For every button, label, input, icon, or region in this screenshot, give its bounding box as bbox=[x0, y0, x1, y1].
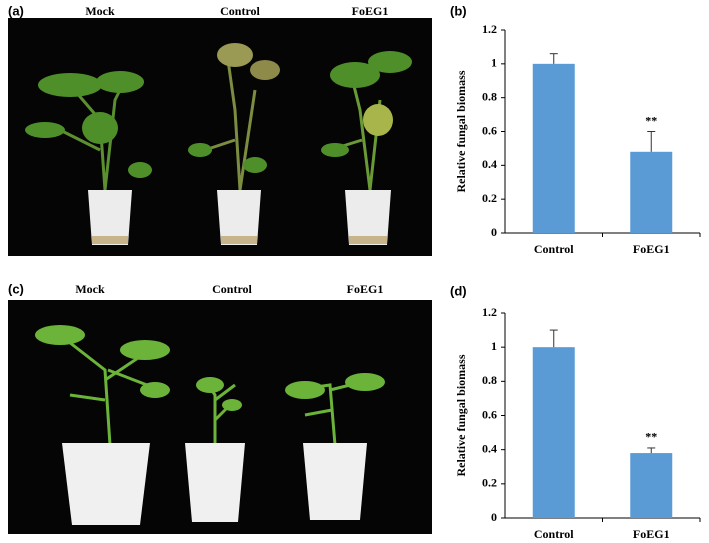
group-label: Mock bbox=[85, 4, 115, 18]
significance: ** bbox=[645, 430, 657, 444]
x-tick-label: FoEG1 bbox=[633, 242, 670, 256]
y-tick-label: 0.4 bbox=[482, 441, 497, 455]
group-label: FoEG1 bbox=[347, 282, 384, 296]
y-tick-label: 0 bbox=[491, 510, 497, 524]
group-label: FoEG1 bbox=[352, 4, 389, 18]
y-tick-label: 0.8 bbox=[482, 373, 497, 387]
y-tick-label: 0.6 bbox=[482, 123, 497, 137]
x-tick-label: Control bbox=[534, 527, 574, 541]
y-tick-label: 1 bbox=[491, 339, 497, 353]
y-tick-label: 1.2 bbox=[482, 22, 497, 36]
significance: ** bbox=[645, 113, 657, 127]
y-tick-label: 0.6 bbox=[482, 407, 497, 421]
y-axis-label: Relative fungal biomass bbox=[454, 354, 468, 476]
group-label: Control bbox=[220, 4, 260, 18]
panel-label: (d) bbox=[450, 283, 467, 298]
bar bbox=[532, 347, 575, 518]
y-tick-label: 0.4 bbox=[482, 157, 497, 171]
x-tick-label: Control bbox=[534, 242, 574, 256]
bar bbox=[532, 63, 575, 234]
group-label: Mock bbox=[75, 282, 105, 296]
panel-label: (b) bbox=[450, 3, 467, 18]
photo-c bbox=[8, 300, 432, 534]
panel-label: (a) bbox=[8, 3, 24, 18]
y-tick-label: 0.2 bbox=[482, 476, 497, 490]
photo-a bbox=[8, 18, 432, 256]
y-tick-label: 1.2 bbox=[482, 305, 497, 319]
y-axis-label: Relative fungal biomass bbox=[454, 70, 468, 192]
group-label: Control bbox=[212, 282, 252, 296]
bar bbox=[630, 151, 673, 233]
x-tick-label: FoEG1 bbox=[633, 527, 670, 541]
bar bbox=[630, 453, 673, 518]
y-tick-label: 0 bbox=[491, 225, 497, 239]
y-tick-label: 1 bbox=[491, 56, 497, 70]
y-tick-label: 0.2 bbox=[482, 191, 497, 205]
panel-label: (c) bbox=[8, 281, 24, 296]
y-tick-label: 0.8 bbox=[482, 89, 497, 103]
